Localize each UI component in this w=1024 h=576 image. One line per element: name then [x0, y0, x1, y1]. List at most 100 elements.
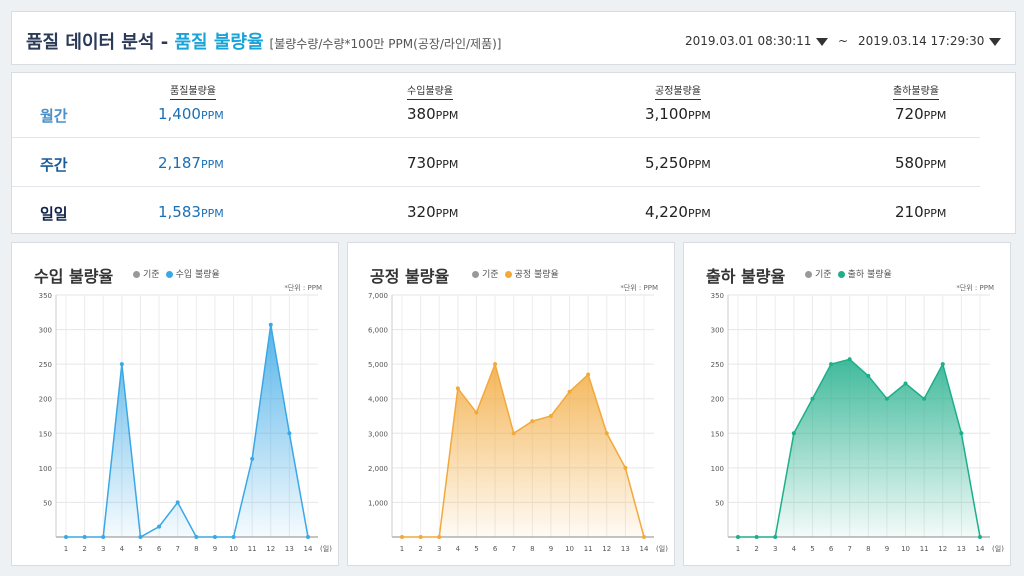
legend-label: 기준: [815, 270, 832, 280]
table-cell: 2,187PPM: [158, 154, 224, 172]
legend-label: 공정 불량율: [514, 270, 559, 280]
data-point: [642, 535, 646, 539]
x-tick-label: 6: [157, 545, 162, 553]
x-tick-label: 1: [400, 545, 404, 553]
table-cell: 380PPM: [407, 105, 458, 123]
x-tick-label: 11: [584, 545, 593, 553]
data-point: [511, 431, 516, 436]
y-tick-label: 50: [715, 499, 724, 507]
data-point: [437, 535, 442, 539]
y-tick-label: 300: [39, 327, 52, 335]
table-cell: 210PPM: [895, 203, 946, 221]
data-point: [978, 535, 982, 539]
shipping-defect-chart: 출하 불량율 기준 출하 불량율 *단위 : PPM 50 100 150 200 250 300…: [683, 242, 1011, 566]
chevron-down-icon[interactable]: [816, 37, 829, 46]
summary-table: 품질불량율 수입불량율 공정불량율 출하불량율 월간 1,400PPM 380PPM…: [11, 72, 1016, 234]
chart-title: 수입 불량율: [34, 267, 114, 286]
data-point: [866, 373, 871, 378]
y-tick-label: 100: [39, 465, 52, 473]
x-tick-label: 4: [120, 545, 125, 553]
series-area: [66, 324, 308, 537]
legend-dot: [165, 271, 173, 278]
table-row: 주간 2,187PPM 730PPM 5,250PPM 580PPM: [12, 138, 980, 187]
data-point: [736, 535, 740, 539]
chart-title: 공정 불량율: [370, 267, 450, 286]
page-title-text: 품질 데이터 분석 -: [26, 32, 175, 53]
x-tick-label: 14: [976, 545, 985, 553]
cell-unit: PPM: [923, 207, 947, 220]
y-tick-label: 250: [711, 361, 724, 369]
cell-value: 1,583: [158, 203, 201, 221]
data-point: [474, 410, 479, 415]
y-tick-label: 200: [711, 396, 724, 404]
y-tick-label: 200: [39, 396, 52, 404]
y-tick-label: 1,000: [368, 499, 388, 507]
y-tick-label: 350: [39, 292, 52, 300]
incoming-defect-chart: 수입 불량율 기준 수입 불량율 *단위 : PPM 50 100 150 200 250 300…: [11, 242, 339, 566]
data-point: [138, 535, 143, 539]
cell-unit: PPM: [923, 158, 947, 171]
cell-unit: PPM: [687, 109, 711, 122]
data-point: [847, 357, 852, 362]
cell-unit: PPM: [435, 207, 459, 220]
x-tick-label: 10: [229, 545, 238, 553]
row-label: 일일: [40, 205, 68, 223]
row-label: 월간: [40, 107, 68, 125]
x-axis-suffix: (일): [320, 544, 332, 553]
x-tick-label: 13: [957, 545, 966, 553]
x-tick-label: 2: [418, 545, 422, 553]
unit-note: *단위 : PPM: [284, 284, 322, 292]
data-point: [231, 535, 236, 539]
column-header-shipping: 출하불량율: [893, 82, 939, 100]
y-tick-label: 5,000: [368, 361, 388, 369]
data-point: [212, 535, 217, 539]
x-axis-suffix: (일): [992, 544, 1004, 553]
start-date-value: 2019.03.01 08:30:11: [685, 34, 812, 48]
data-point: [250, 456, 255, 461]
data-point: [623, 465, 628, 470]
cell-unit: PPM: [435, 109, 459, 122]
cell-value: 580: [895, 154, 924, 172]
x-tick-label: 9: [549, 545, 553, 553]
data-point: [157, 524, 162, 529]
column-header-process: 공정불량율: [655, 82, 701, 100]
legend-dot: [805, 271, 812, 278]
chart-legend: 기준 공정 불량율: [466, 267, 559, 280]
x-tick-label: 6: [829, 545, 834, 553]
data-point: [418, 535, 423, 539]
cell-value: 210: [895, 203, 924, 221]
data-point: [754, 535, 759, 539]
x-tick-label: 8: [530, 545, 534, 553]
table-cell: 4,220PPM: [645, 203, 711, 221]
table-cell: 730PPM: [407, 154, 458, 172]
cell-unit: PPM: [200, 158, 224, 171]
cell-value: 720: [895, 105, 924, 123]
row-label: 주간: [40, 156, 68, 174]
page-title-highlight: 품질 불량율: [174, 32, 264, 53]
data-point: [287, 431, 292, 436]
end-date-select[interactable]: 2019.03.14 17:29:30: [858, 34, 1002, 48]
data-point: [548, 414, 553, 418]
legend-dot: [133, 271, 140, 278]
end-date-value: 2019.03.14 17:29:30: [858, 34, 985, 48]
x-tick-label: 8: [866, 545, 870, 553]
x-tick-label: 11: [920, 545, 929, 553]
table-cell: 1,400PPM: [158, 105, 224, 123]
data-point: [884, 396, 889, 401]
y-tick-label: 3,000: [368, 430, 388, 438]
data-point: [567, 389, 572, 394]
chevron-down-icon[interactable]: [989, 37, 1002, 46]
unit-note: *단위 : PPM: [620, 284, 658, 292]
data-point: [306, 535, 310, 539]
data-point: [268, 322, 273, 327]
start-date-select[interactable]: 2019.03.01 08:30:11: [685, 34, 829, 48]
legend-label: 출하 불량율: [847, 270, 892, 280]
process-defect-chart: 공정 불량율 기준 공정 불량율 *단위 : PPM 1,000 2,000 3,000 4,…: [347, 242, 675, 566]
cell-value: 730: [407, 154, 436, 172]
y-tick-label: 4,000: [368, 396, 388, 404]
table-cell: 720PPM: [895, 105, 946, 123]
x-tick-label: 12: [938, 545, 947, 553]
x-tick-label: 1: [64, 545, 68, 553]
